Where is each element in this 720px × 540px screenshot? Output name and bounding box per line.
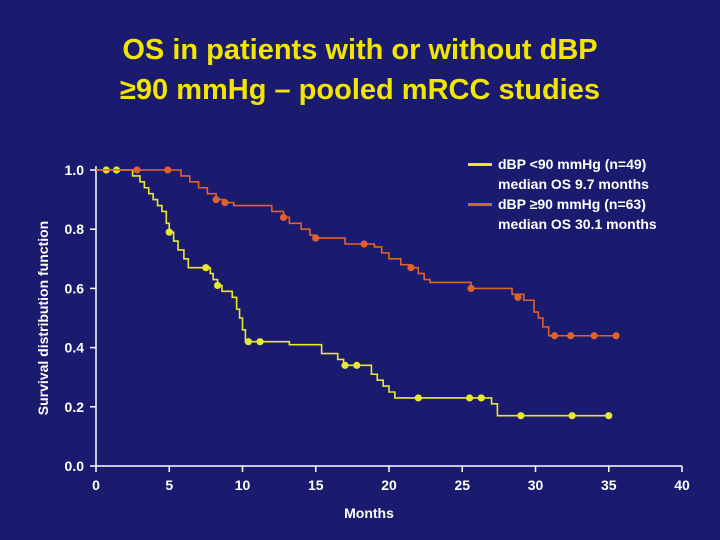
censor-marker-0: [517, 412, 525, 420]
y-tick-label: 0.6: [65, 280, 85, 296]
x-tick-label: 0: [92, 477, 100, 493]
legend-entry-low: dBP <90 mmHg (n=49) median OS 9.7 months: [468, 154, 657, 194]
y-tick-label: 1.0: [65, 162, 85, 178]
legend-swatch-high: [468, 203, 492, 206]
censor-marker-0: [244, 338, 252, 346]
censor-marker-0: [477, 394, 485, 402]
legend-label-high: dBP ≥90 mmHg (n=63): [498, 196, 646, 212]
censor-marker-1: [360, 240, 368, 248]
legend-entry-high: dBP ≥90 mmHg (n=63) median OS 30.1 month…: [468, 194, 657, 234]
x-tick-label: 5: [165, 477, 173, 493]
censor-marker-1: [467, 284, 475, 292]
censor-marker-0: [341, 361, 349, 369]
y-tick-label: 0.2: [65, 399, 85, 415]
x-tick-label: 25: [454, 477, 470, 493]
x-tick-label: 30: [528, 477, 544, 493]
censor-marker-1: [612, 332, 620, 340]
y-tick-label: 0.0: [65, 458, 85, 474]
legend-sub-low: median OS 9.7 months: [498, 176, 649, 192]
x-tick-label: 10: [235, 477, 251, 493]
censor-marker-0: [202, 264, 210, 272]
censor-marker-0: [165, 228, 173, 236]
censor-marker-1: [590, 332, 598, 340]
censor-marker-0: [605, 412, 613, 420]
series-line-0: [96, 169, 609, 417]
censor-marker-0: [213, 281, 222, 290]
x-tick-label: 40: [674, 477, 690, 493]
censor-marker-0: [414, 394, 422, 402]
x-tick-label: 20: [381, 477, 397, 493]
y-tick-label: 0.8: [65, 221, 85, 237]
censor-marker-1: [212, 196, 220, 204]
censor-marker-1: [164, 166, 172, 174]
legend-label-low: dBP <90 mmHg (n=49): [498, 156, 647, 172]
censor-marker-1: [550, 332, 559, 340]
chart-title-line-2: ≥90 mmHg – pooled mRCC studies: [119, 74, 600, 106]
censor-marker-0: [256, 338, 264, 346]
censor-marker-1: [567, 332, 575, 340]
censor-marker-1: [407, 264, 415, 272]
chart-title-line-1: OS in patients with or without dBP: [122, 34, 598, 66]
legend-swatch-low: [468, 163, 492, 166]
censor-marker-1: [279, 213, 288, 221]
censor-marker-1: [312, 234, 320, 242]
censor-marker-0: [353, 361, 361, 369]
censor-marker-1: [514, 293, 522, 301]
censor-marker-1: [133, 166, 141, 174]
legend-sub-high: median OS 30.1 months: [498, 216, 657, 232]
y-axis-label: Survival distribution function: [35, 221, 51, 415]
censor-marker-0: [465, 394, 474, 402]
chart-title: OS in patients with or without dBP ≥90 m…: [0, 30, 720, 110]
censor-marker-1: [221, 198, 229, 207]
legend: dBP <90 mmHg (n=49) median OS 9.7 months…: [468, 154, 657, 234]
x-tick-label: 35: [601, 477, 617, 493]
y-tick-label: 0.4: [65, 340, 85, 356]
censor-marker-0: [568, 412, 576, 420]
x-tick-label: 15: [308, 477, 324, 493]
x-axis-label: Months: [344, 505, 394, 521]
